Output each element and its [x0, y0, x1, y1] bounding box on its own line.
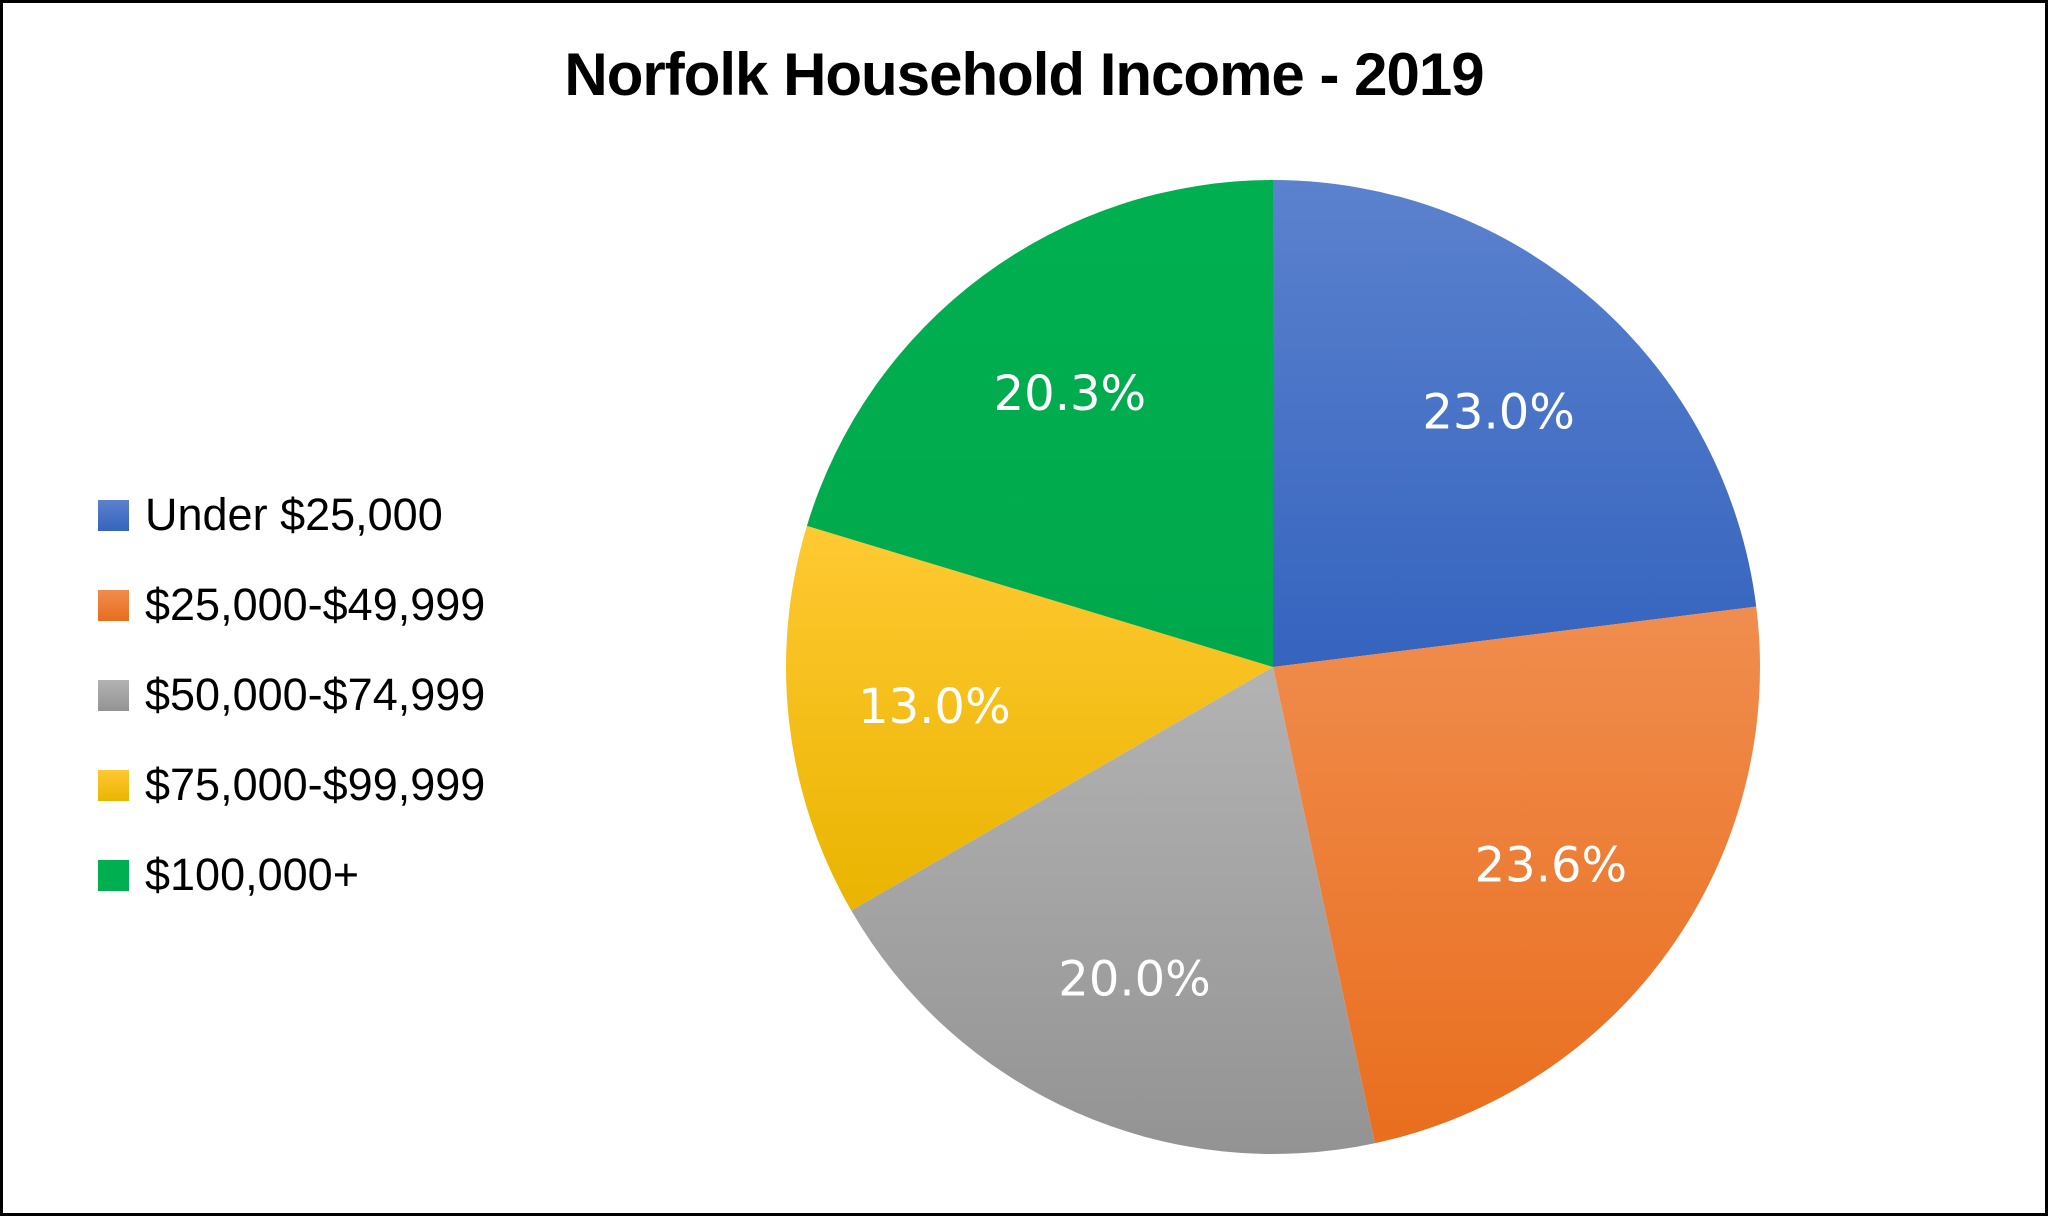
legend-item-under-25000: Under $25,000 — [98, 470, 485, 560]
data-label: 23.0% — [1422, 384, 1574, 440]
legend-item-75000-99999: $75,000-$99,999 — [98, 740, 485, 830]
legend-label: Under $25,000 — [145, 489, 443, 540]
legend-label: $75,000-$99,999 — [145, 759, 486, 810]
legend-item-25000-49999: $25,000-$49,999 — [98, 560, 485, 650]
swatch-yellow — [98, 769, 129, 801]
legend-label: $100,000+ — [145, 849, 359, 900]
slice-50000-74999 — [851, 667, 1375, 1154]
data-label: 13.0% — [858, 679, 1010, 735]
data-label: 20.0% — [1058, 952, 1210, 1008]
legend-label: $50,000-$74,999 — [145, 669, 486, 720]
legend: Under $25,000 $25,000-$49,999 $50,000-$7… — [98, 470, 485, 920]
swatch-gray — [98, 679, 129, 711]
data-label: 20.3% — [994, 366, 1146, 422]
legend-item-50000-74999: $50,000-$74,999 — [98, 650, 485, 740]
legend-item-100000-plus: $100,000+ — [98, 830, 485, 920]
swatch-orange — [98, 589, 129, 621]
swatch-blue — [98, 499, 129, 531]
slice-100000-plus — [806, 180, 1273, 667]
swatch-green — [98, 859, 129, 891]
slice-under-25000 — [1273, 180, 1757, 667]
slice-25000-49999 — [1273, 606, 1760, 1144]
data-label: 23.6% — [1475, 838, 1627, 894]
legend-label: $25,000-$49,999 — [145, 579, 486, 630]
slice-75000-99999 — [786, 525, 1273, 911]
chart-title: Norfolk Household Income - 2019 — [564, 41, 1484, 108]
